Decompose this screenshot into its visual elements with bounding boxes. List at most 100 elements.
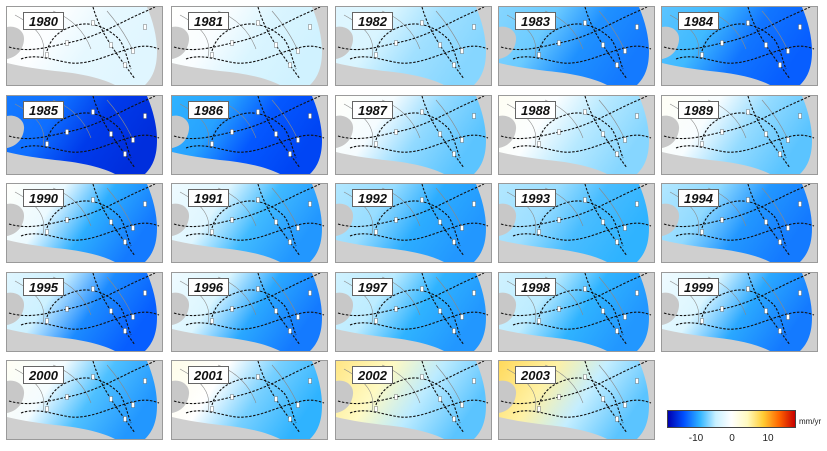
station-marker <box>308 290 312 296</box>
station-marker <box>472 201 476 207</box>
station-marker <box>256 197 260 203</box>
year-label: 2002 <box>352 366 393 384</box>
contour-line <box>669 103 700 147</box>
station-marker <box>700 141 704 147</box>
station-marker <box>374 52 378 58</box>
station-marker <box>274 396 278 402</box>
contour-line <box>669 14 700 58</box>
station-marker <box>746 286 750 292</box>
station-marker <box>460 225 464 231</box>
station-marker <box>623 314 627 320</box>
station-marker <box>230 129 234 135</box>
station-marker <box>296 225 300 231</box>
station-marker <box>746 109 750 115</box>
station-marker <box>296 137 300 143</box>
bay-area <box>336 203 354 236</box>
railway-line <box>185 45 325 64</box>
map-panel-1990: 1990 <box>6 183 163 263</box>
contour-line <box>14 280 45 324</box>
station-marker <box>623 137 627 143</box>
year-label: 1987 <box>352 101 393 119</box>
station-marker <box>65 217 69 223</box>
station-marker <box>123 62 127 68</box>
station-marker <box>623 402 627 408</box>
railway-line <box>8 361 156 405</box>
station-marker <box>798 24 802 30</box>
year-label: 1992 <box>352 189 393 207</box>
bay-area <box>172 203 190 236</box>
bay-area <box>7 292 25 325</box>
station-marker <box>460 402 464 408</box>
station-marker <box>143 113 147 119</box>
station-marker <box>394 306 398 312</box>
station-marker <box>472 24 476 30</box>
station-marker <box>210 406 214 412</box>
station-marker <box>274 42 278 48</box>
station-marker <box>720 217 724 223</box>
year-label: 1991 <box>188 189 229 207</box>
station-marker <box>420 286 424 292</box>
station-marker <box>274 131 278 137</box>
map-panel-1992: 1992 <box>335 183 492 263</box>
year-label: 1985 <box>23 101 64 119</box>
station-marker <box>45 52 49 58</box>
station-marker <box>274 219 278 225</box>
station-marker <box>296 48 300 54</box>
station-marker <box>420 374 424 380</box>
contour-line <box>14 368 45 412</box>
station-marker <box>798 113 802 119</box>
railway-line <box>8 96 156 140</box>
contour-line <box>106 99 134 141</box>
contour-line <box>435 99 463 141</box>
bay-area <box>499 26 517 59</box>
station-marker <box>438 131 442 137</box>
railway-line <box>675 134 815 153</box>
station-marker <box>394 40 398 46</box>
station-marker <box>778 239 782 245</box>
station-marker <box>635 113 639 119</box>
station-marker <box>786 137 790 143</box>
station-marker <box>583 286 587 292</box>
station-marker <box>123 151 127 157</box>
station-marker <box>288 328 292 334</box>
station-marker <box>537 52 541 58</box>
bay-area <box>172 115 190 148</box>
railway-line <box>173 361 321 405</box>
station-marker <box>143 290 147 296</box>
map-panel-1995: 1995 <box>6 272 163 352</box>
station-marker <box>394 129 398 135</box>
contour-line <box>271 276 299 318</box>
station-marker <box>143 201 147 207</box>
year-label: 2001 <box>188 366 229 384</box>
contour-line <box>669 280 700 324</box>
station-marker <box>374 406 378 412</box>
station-marker <box>91 286 95 292</box>
station-marker <box>109 396 113 402</box>
station-marker <box>374 318 378 324</box>
bay-area <box>7 380 25 413</box>
contour-line <box>179 14 210 58</box>
station-marker <box>420 197 424 203</box>
year-label: 1993 <box>515 189 556 207</box>
contour-line <box>435 187 463 229</box>
colorbar-tick: 10 <box>762 433 774 444</box>
year-label: 1989 <box>678 101 719 119</box>
station-marker <box>615 328 619 334</box>
railway-line <box>185 134 325 153</box>
station-marker <box>288 62 292 68</box>
contour-line <box>179 280 210 324</box>
station-marker <box>583 109 587 115</box>
station-marker <box>720 306 724 312</box>
station-marker <box>374 229 378 235</box>
station-marker <box>230 394 234 400</box>
railway-line <box>500 361 648 405</box>
contour-line <box>435 276 463 318</box>
station-marker <box>274 308 278 314</box>
station-marker <box>764 219 768 225</box>
station-marker <box>123 328 127 334</box>
map-panel-2003: 2003 <box>498 360 655 440</box>
bay-area <box>662 26 680 59</box>
contour-line <box>669 191 700 235</box>
contour-line <box>14 14 45 58</box>
